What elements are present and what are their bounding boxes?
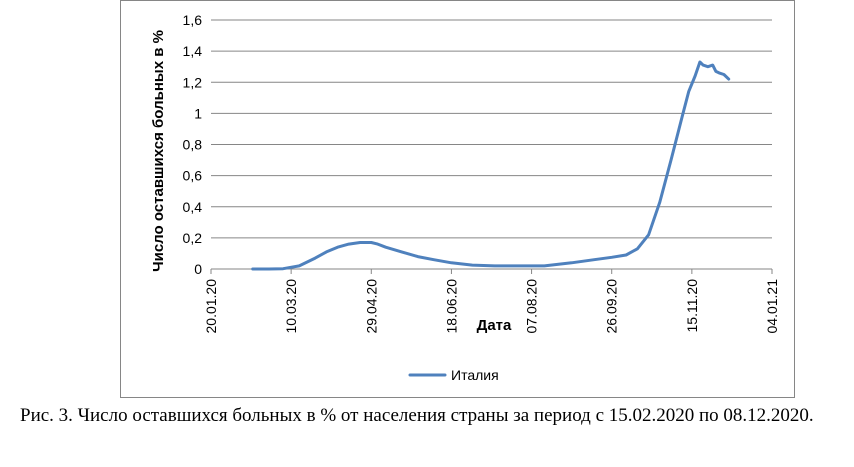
line-chart: 0 0,2 0,4 0,6 0,8 1 1,2 1,4 1,6 20.01.20 10.03.20…	[150, 12, 780, 383]
gridlines	[211, 19, 772, 239]
y-tick-label: 0,8	[183, 137, 203, 153]
x-tick-label: 20.01.20	[203, 279, 219, 334]
y-tick-label: 1,2	[183, 74, 203, 90]
x-tick-labels: 20.01.20 10.03.20 29.04.20 18.06.20 07.08.20…	[203, 269, 780, 334]
legend-label: Италия	[451, 367, 499, 383]
y-tick-label: 0,4	[183, 199, 203, 215]
series-layer	[251, 60, 731, 271]
x-tick-label: 29.04.20	[363, 279, 379, 334]
x-tick-label: 26.09.20	[604, 279, 620, 334]
x-tick-label: 07.08.20	[524, 279, 540, 334]
y-tick-label: 0,6	[183, 168, 203, 184]
legend: Италия	[408, 367, 499, 383]
y-tick-label: 0,2	[183, 230, 203, 246]
y-axis-title: Число оставшихся больных в %	[150, 30, 167, 272]
series-line-italy	[251, 60, 731, 271]
x-axis-title: Дата	[477, 317, 512, 334]
y-tick-labels: 0 0,2 0,4 0,6 0,8 1 1,2 1,4 1,6	[183, 12, 203, 277]
y-tick-label: 1,6	[183, 12, 203, 28]
chart-frame: 0 0,2 0,4 0,6 0,8 1 1,2 1,4 1,6 20.01.20 10.03.20…	[120, 0, 795, 398]
x-tick-label: 04.01.21	[764, 279, 780, 334]
x-tick-label: 10.03.20	[283, 279, 299, 334]
figure-caption: Рис. 3. Число оставшихся больных в % от …	[20, 405, 814, 426]
x-tick-label: 18.06.20	[443, 279, 459, 334]
x-tick-label: 15.11.20	[684, 279, 700, 333]
y-tick-label: 1,4	[183, 43, 203, 59]
y-tick-label: 0	[194, 261, 202, 277]
y-tick-label: 1	[194, 105, 202, 121]
